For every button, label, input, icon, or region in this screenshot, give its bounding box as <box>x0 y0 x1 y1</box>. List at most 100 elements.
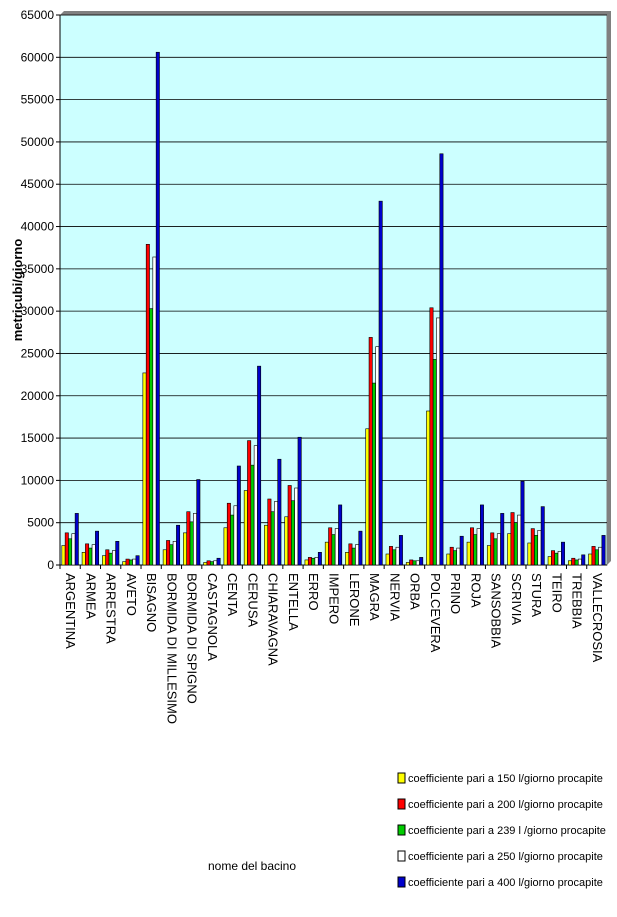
legend-label: coefficiente pari a 150 l/giorno procapi… <box>408 773 603 785</box>
bar <box>338 504 343 566</box>
bar <box>236 465 241 566</box>
bar <box>574 559 579 566</box>
bar <box>345 552 350 566</box>
bar <box>162 549 167 566</box>
x-tick-label: BORMIDA DI SPIGNO <box>185 573 200 704</box>
bar <box>294 487 299 566</box>
bar <box>561 541 565 566</box>
bar <box>510 512 515 566</box>
y-tick-label: 20000 <box>21 389 55 403</box>
legend-swatch <box>397 798 406 810</box>
bar <box>81 552 86 566</box>
bar <box>456 547 461 566</box>
bar <box>470 527 474 566</box>
bar <box>274 501 279 566</box>
bar <box>591 546 596 566</box>
bar <box>112 550 116 566</box>
bar <box>375 346 380 566</box>
x-tick-label: ARRESTRA <box>104 573 119 644</box>
bar <box>257 365 262 566</box>
bar <box>243 490 248 566</box>
bar <box>490 532 495 566</box>
bar <box>216 557 221 566</box>
x-tick-label: BORMIDA DI MILLESIMO <box>164 573 179 724</box>
y-tick-label: 60000 <box>21 50 55 64</box>
legend-label: coefficiente pari a 200 l/giorno procapi… <box>408 799 603 811</box>
bar <box>149 308 154 566</box>
bar <box>155 51 160 566</box>
y-tick-label: 25000 <box>21 346 55 360</box>
legend-swatch <box>397 772 406 784</box>
bar <box>71 533 76 566</box>
bar <box>247 440 252 566</box>
bar <box>324 541 329 566</box>
bar <box>365 428 370 566</box>
bar <box>331 534 336 566</box>
x-tick-label: BISAGNO <box>144 573 159 632</box>
bar <box>105 549 110 566</box>
bar <box>307 557 312 566</box>
bar <box>85 543 90 566</box>
bar <box>534 535 539 566</box>
x-tick-label: NERVIA <box>387 573 402 621</box>
bar <box>267 498 272 566</box>
bar <box>405 562 410 566</box>
bar <box>432 359 437 566</box>
x-tick-label: ARMEA <box>83 573 98 620</box>
bar <box>436 317 441 566</box>
bar <box>304 559 309 566</box>
bar <box>554 552 559 566</box>
bar <box>250 464 255 566</box>
bar <box>102 555 106 566</box>
bar <box>270 511 275 566</box>
y-tick-label: 5000 <box>27 516 54 530</box>
bar <box>453 550 458 566</box>
bar <box>429 307 434 566</box>
bar <box>479 504 484 566</box>
x-tick-label: SCRIVIA <box>509 573 524 625</box>
bar <box>284 516 289 566</box>
bar <box>91 544 96 566</box>
bar <box>530 528 535 566</box>
bar <box>135 555 140 566</box>
bar <box>61 545 66 566</box>
plot-area <box>59 14 608 566</box>
bar <box>419 557 424 566</box>
bar <box>378 200 383 566</box>
bar <box>253 445 258 566</box>
bar <box>547 556 552 566</box>
x-tick-label: AVETO <box>124 573 139 616</box>
bar <box>581 554 586 566</box>
bar <box>172 541 177 566</box>
legend-label: coefficiente pari a 400 l/giorno procapi… <box>408 877 603 889</box>
x-tick-label: IMPERO <box>327 573 342 624</box>
legend-label: coefficiente pari a 250 l/giorno procapi… <box>408 851 603 863</box>
bar <box>132 558 137 566</box>
bar <box>507 533 512 566</box>
bar <box>183 532 188 566</box>
x-tick-label: SANSOBBIA <box>489 573 504 648</box>
y-tick-label: 40000 <box>21 220 55 234</box>
bar <box>206 560 211 566</box>
bar <box>388 546 393 566</box>
bar <box>385 553 390 566</box>
bar <box>193 513 197 566</box>
x-tick-label: STURA <box>529 573 544 617</box>
bar <box>226 502 231 566</box>
bar <box>314 557 319 566</box>
legend-swatch <box>397 850 406 862</box>
bar <box>513 522 518 566</box>
bar <box>568 560 572 566</box>
legend-swatch <box>397 876 406 888</box>
bar <box>372 382 376 566</box>
bar <box>598 546 603 566</box>
bar <box>412 560 417 566</box>
bar <box>577 558 582 566</box>
bar <box>594 549 599 566</box>
bar <box>74 513 79 566</box>
bar <box>409 559 414 566</box>
x-tick-label: ERRO <box>306 573 321 611</box>
bar <box>230 514 235 566</box>
